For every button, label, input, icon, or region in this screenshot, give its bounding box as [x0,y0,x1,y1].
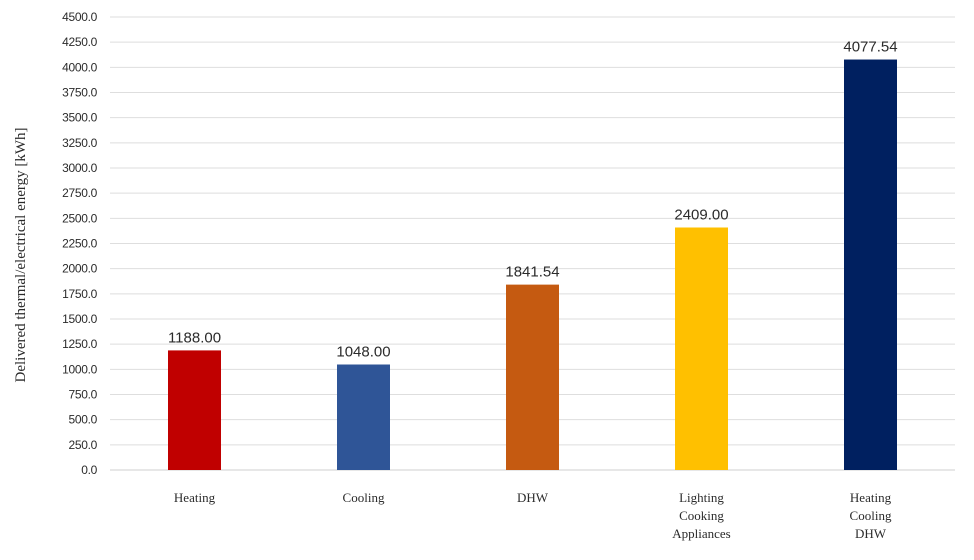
gridlines [110,16,955,471]
y-tick-label-10: 2500.0 [62,211,98,225]
y-tick-label-13: 3250.0 [62,136,98,150]
y-tick-label-0: 0.0 [81,463,97,477]
category-label-3-1: Cooking [679,508,724,523]
y-tick-label-9: 2250.0 [62,237,98,251]
y-tick-label-11: 2750.0 [62,186,98,200]
data-labels: 1188.00 1048.00 1841.54 2409.00 4077.54 [168,39,898,361]
category-label-4-2: DHW [855,526,887,541]
bar-2 [506,284,559,470]
data-label-0: 1188.00 [168,329,221,346]
y-tick-label-14: 3500.0 [62,111,98,125]
y-tick-label-7: 1750.0 [62,287,98,301]
y-tick-label-12: 3000.0 [62,161,98,175]
category-label-4-0: Heating [850,490,892,505]
y-tick-label-6: 1500.0 [62,312,98,326]
y-tick-label-2: 500.0 [68,413,97,427]
bar-3 [675,227,728,470]
data-label-3: 2409.00 [674,206,728,223]
y-axis-title: Delivered thermal/electrical energy [kWh… [13,127,29,382]
category-label-0-0: Heating [174,490,216,505]
data-label-2: 1841.54 [505,264,559,281]
y-axis-ticks: 0.0 250.0 500.0 750.0 1000.0 1250.0 1500.0 1750… [62,10,98,477]
y-tick-label-8: 2000.0 [62,262,98,276]
category-label-4-1: Cooling [850,508,892,523]
bars [168,59,897,470]
bar-0 [168,350,221,470]
y-tick-label-4: 1000.0 [62,362,98,376]
y-tick-label-5: 1250.0 [62,337,98,351]
y-tick-label-15: 3750.0 [62,86,98,100]
y-tick-label-16: 4000.0 [62,60,98,74]
category-label-3-2: Appliances [672,526,730,541]
bar-1 [337,364,390,470]
category-label-2-0: DHW [517,490,549,505]
x-axis-categories: Heating Cooling DHW Lighting Cooking Applianc… [174,490,892,541]
y-tick-label-1: 250.0 [68,438,97,452]
y-tick-label-18: 4500.0 [62,10,98,24]
data-label-1: 1048.00 [336,344,390,361]
data-label-4: 4077.54 [843,39,897,56]
y-tick-label-17: 4250.0 [62,35,98,49]
y-tick-label-3: 750.0 [68,388,97,402]
category-label-3-0: Lighting [679,490,724,505]
bar-4 [844,59,897,470]
category-label-1-0: Cooling [343,490,385,505]
